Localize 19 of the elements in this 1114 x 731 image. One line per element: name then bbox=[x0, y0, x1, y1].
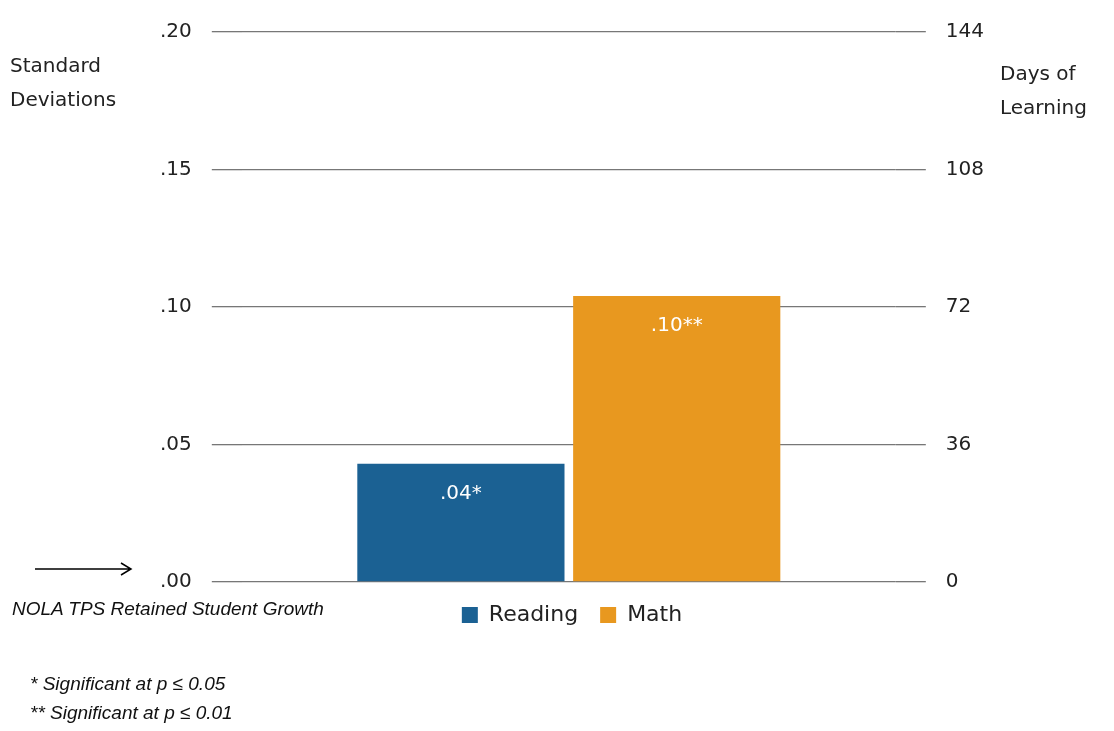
text: ** Significant at p ≤ 0.01 bbox=[30, 702, 233, 724]
y-tick-label: .15 bbox=[159, 155, 192, 180]
text: * Significant at p ≤ 0.05 bbox=[30, 673, 226, 695]
y-tick-label: .20 bbox=[159, 18, 192, 43]
y2-tick-label: 72 bbox=[945, 293, 972, 318]
y2-tick-label: 144 bbox=[945, 18, 985, 43]
y-axis-title: Standard Deviations bbox=[10, 52, 118, 113]
y-tick-label: .05 bbox=[159, 430, 192, 455]
legend-label: Reading bbox=[488, 600, 579, 626]
data-label: .10** bbox=[650, 312, 703, 337]
text: NOLA TPS Retained Student Growth bbox=[12, 597, 325, 621]
y2-tick-label: 108 bbox=[945, 155, 985, 180]
y2-axis-title: Days of Learning bbox=[1000, 60, 1088, 121]
y-tick-label: .00 bbox=[159, 568, 192, 593]
y2-tick-label: 0 bbox=[945, 568, 959, 593]
data-label: .04* bbox=[440, 479, 482, 504]
y2-tick-label: 36 bbox=[945, 430, 972, 455]
y-tick-label: .10 bbox=[159, 293, 192, 318]
legend-label: Math bbox=[627, 600, 683, 626]
